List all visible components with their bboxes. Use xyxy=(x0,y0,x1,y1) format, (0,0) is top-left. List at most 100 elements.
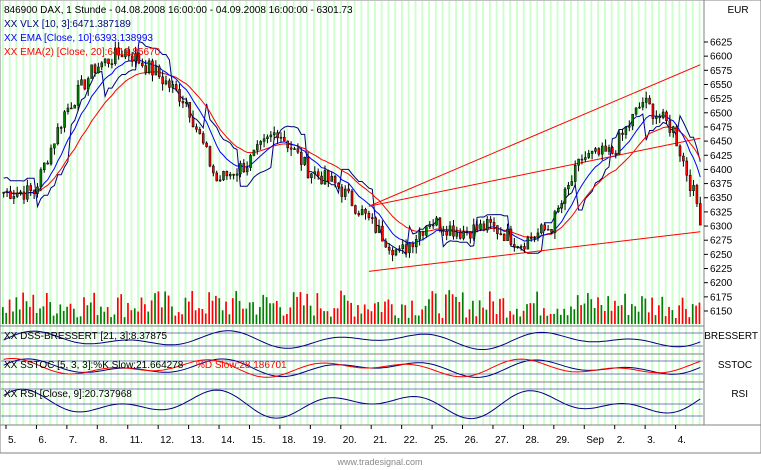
candle-body xyxy=(567,185,570,190)
candle-body xyxy=(634,107,638,115)
x-tick-label: 11. xyxy=(130,435,143,446)
x-tick-label: 8. xyxy=(99,435,107,446)
volume-bar xyxy=(86,305,89,324)
candle-body xyxy=(398,248,401,251)
volume-bar xyxy=(539,315,542,324)
volume-bar xyxy=(22,292,24,324)
candle-body xyxy=(496,225,499,235)
volume-bar xyxy=(211,300,214,324)
session-band xyxy=(35,1,38,425)
candle-body xyxy=(516,246,519,248)
volume-bar xyxy=(614,300,616,324)
session-band xyxy=(110,1,113,425)
volume-bar xyxy=(590,299,593,324)
volume-bar xyxy=(411,300,413,324)
session-band xyxy=(83,1,86,425)
volume-bar xyxy=(346,300,349,324)
y-tick-label: 6525 xyxy=(710,94,733,105)
volume-bar xyxy=(73,308,75,324)
volume-bar xyxy=(96,315,99,324)
volume-bar xyxy=(404,305,407,324)
session-band xyxy=(2,1,4,425)
volume-bar xyxy=(499,298,501,324)
volume-bar xyxy=(685,309,687,324)
candle-body xyxy=(323,170,327,185)
candle-body xyxy=(465,231,469,233)
volume-bar xyxy=(259,307,261,324)
candle-body xyxy=(310,173,313,179)
volume-bar xyxy=(218,298,221,324)
candle-body xyxy=(371,217,374,219)
session-band xyxy=(204,1,207,425)
candle-body xyxy=(97,66,100,74)
candle-body xyxy=(15,192,19,197)
session-band xyxy=(333,1,336,425)
session-band xyxy=(103,1,106,425)
x-tick-label: 27. xyxy=(495,435,509,446)
candle-body xyxy=(337,182,340,188)
rsi-label: XX RSI [Close, 9]:20.737968 xyxy=(4,389,132,400)
volume-bar xyxy=(664,316,667,324)
candle-body xyxy=(431,224,435,227)
volume-bar xyxy=(184,297,187,324)
volume-bar xyxy=(519,316,522,324)
candle-body xyxy=(584,157,587,160)
candle-body xyxy=(682,155,685,162)
volume-bar xyxy=(275,300,278,324)
volume-bar xyxy=(319,308,322,324)
candle-body xyxy=(73,105,76,109)
session-band xyxy=(272,1,275,425)
volume-bar xyxy=(286,314,288,324)
volume-bar xyxy=(580,305,582,324)
candle-body xyxy=(486,219,489,231)
volume-bar xyxy=(106,307,109,324)
volume-bar xyxy=(363,304,366,324)
candle-body xyxy=(408,242,411,254)
volume-bar xyxy=(89,302,92,324)
candle-body xyxy=(428,224,432,227)
candle-body xyxy=(688,174,692,192)
candle-body xyxy=(354,205,357,214)
y-tick-label: 6150 xyxy=(710,307,733,318)
rsi-right-label: RSI xyxy=(731,389,748,400)
candle-body xyxy=(499,233,503,236)
volume-bar xyxy=(296,296,298,324)
session-band xyxy=(401,1,403,425)
candle-body xyxy=(161,76,164,85)
candle-body xyxy=(26,185,29,200)
candle-body xyxy=(438,217,442,231)
session-band xyxy=(292,1,295,425)
candle-body xyxy=(327,170,330,182)
sstoc-label-d: %D Slow:28.186701 xyxy=(196,360,287,371)
volume-bar xyxy=(428,299,430,324)
volume-bar xyxy=(123,317,126,324)
candle-body xyxy=(675,126,678,147)
session-band xyxy=(482,1,485,425)
volume-bar xyxy=(505,317,508,324)
candle-body xyxy=(600,145,604,155)
candle-body xyxy=(519,246,523,248)
volume-bar xyxy=(174,315,177,324)
session-band xyxy=(116,1,119,425)
candle-body xyxy=(259,141,262,145)
candle-body xyxy=(624,126,628,135)
volume-bar xyxy=(370,311,373,324)
y-tick-label: 6250 xyxy=(710,250,733,261)
candle-body xyxy=(93,64,97,74)
candle-body xyxy=(313,171,317,174)
candle-body xyxy=(174,84,178,90)
candle-body xyxy=(489,219,492,223)
volume-bar xyxy=(654,315,657,324)
candle-body xyxy=(239,163,242,175)
session-band xyxy=(56,1,58,425)
volume-bar xyxy=(407,317,410,324)
volume-bar xyxy=(113,314,116,324)
x-tick-label: 28. xyxy=(525,435,539,446)
volume-bar xyxy=(39,308,41,324)
candle-body xyxy=(533,237,536,239)
candle-body xyxy=(475,224,479,230)
legend-ema20: XX EMA(2) [Close, 20]:6419.85670 xyxy=(4,47,161,58)
volume-bar xyxy=(309,305,312,324)
session-band xyxy=(583,1,586,425)
volume-bar xyxy=(238,300,241,324)
